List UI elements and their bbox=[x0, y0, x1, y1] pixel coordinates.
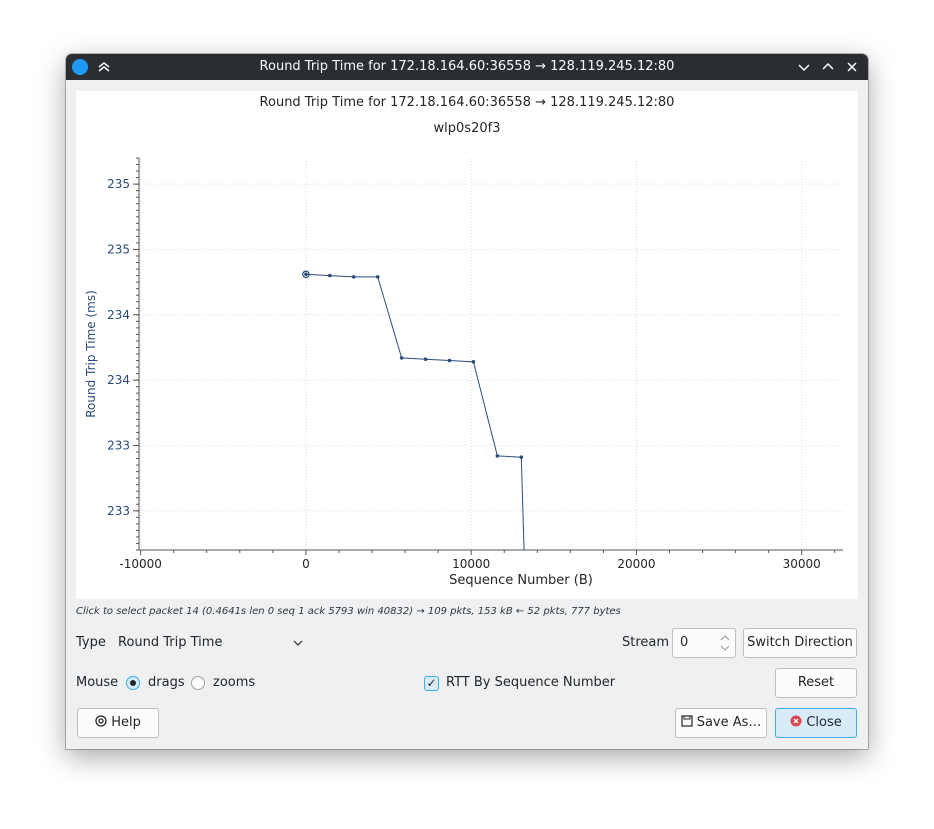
x-axis-label: Sequence Number (B) bbox=[449, 573, 593, 588]
save-as-button[interactable]: Save As… bbox=[675, 708, 767, 738]
close-label: Close bbox=[806, 715, 842, 730]
help-button[interactable]: Help bbox=[77, 708, 159, 738]
stream-spinbox[interactable]: 0 bbox=[672, 628, 736, 658]
status-hint: Click to select packet 14 (0.4641s len 0… bbox=[76, 606, 621, 617]
plot-subtitle: wlp0s20f3 bbox=[433, 121, 501, 136]
help-icon bbox=[95, 715, 111, 730]
type-label: Type bbox=[76, 635, 106, 650]
close-button[interactable]: Close bbox=[775, 708, 857, 738]
close-window-icon[interactable] bbox=[842, 57, 862, 77]
type-select[interactable]: Round Trip Time bbox=[112, 628, 303, 658]
title-bar[interactable]: Round Trip Time for 172.18.164.60:36558 … bbox=[66, 54, 868, 80]
plot-title: Round Trip Time for 172.18.164.60:36558 … bbox=[259, 95, 675, 110]
y-axis-label: Round Trip Time (ms) bbox=[84, 290, 98, 418]
rtt-data-point[interactable] bbox=[328, 273, 332, 278]
close-circle-icon bbox=[790, 715, 806, 730]
y-tick-label: 233 bbox=[107, 438, 130, 452]
rtt-data-point[interactable] bbox=[519, 455, 524, 460]
y-tick-label: 234 bbox=[107, 373, 130, 387]
help-label: Help bbox=[111, 715, 141, 730]
switch-direction-button[interactable]: Switch Direction bbox=[743, 628, 857, 658]
x-tick-label: 0 bbox=[302, 557, 310, 571]
rtt-data-point[interactable] bbox=[471, 360, 476, 364]
maximize-icon[interactable] bbox=[818, 57, 838, 77]
rtt-data-point[interactable] bbox=[399, 356, 404, 360]
zooms-radio[interactable] bbox=[191, 676, 205, 690]
rtt-by-seq-checkbox[interactable]: ✓ bbox=[424, 676, 439, 691]
x-tick-label: 20000 bbox=[617, 557, 655, 571]
minimize-icon[interactable] bbox=[794, 57, 814, 77]
rtt-data-point[interactable] bbox=[447, 358, 452, 363]
rtt-chart[interactable]: -10000 0 10000 20000 30000 233 233 234 234 235 235… bbox=[76, 91, 858, 599]
y-tick-label: 235 bbox=[107, 242, 130, 256]
stream-value: 0 bbox=[680, 635, 689, 650]
chevron-down-icon bbox=[292, 628, 304, 670]
save-as-label: Save As… bbox=[696, 715, 762, 730]
y-tick-label: 234 bbox=[107, 308, 130, 322]
rtt-data-point[interactable] bbox=[351, 275, 356, 279]
mouse-label: Mouse bbox=[76, 675, 119, 690]
drags-label[interactable]: drags bbox=[148, 675, 185, 690]
y-tick-label: 235 bbox=[107, 177, 130, 191]
type-select-value: Round Trip Time bbox=[118, 635, 223, 650]
x-tick-label: 10000 bbox=[452, 557, 490, 571]
reset-button[interactable]: Reset bbox=[775, 668, 857, 698]
rtt-graph-window: Round Trip Time for 172.18.164.60:36558 … bbox=[66, 54, 868, 749]
spin-arrows-icon[interactable] bbox=[719, 631, 731, 666]
rtt-data-point[interactable] bbox=[304, 272, 308, 277]
selected-point-marker[interactable] bbox=[302, 270, 310, 279]
zooms-label[interactable]: zooms bbox=[213, 675, 256, 690]
rtt-data-point[interactable] bbox=[375, 275, 380, 279]
y-tick-label: 233 bbox=[107, 504, 130, 518]
x-tick-label: 30000 bbox=[783, 557, 821, 571]
keep-above-icon[interactable] bbox=[94, 57, 114, 77]
save-icon bbox=[680, 715, 697, 730]
stream-label: Stream bbox=[622, 635, 670, 650]
window-title: Round Trip Time for 172.18.164.60:36558 … bbox=[259, 59, 675, 74]
drags-radio[interactable] bbox=[126, 676, 140, 690]
rtt-by-seq-label[interactable]: RTT By Sequence Number bbox=[446, 675, 616, 690]
wireshark-app-icon[interactable] bbox=[72, 59, 88, 75]
x-tick-label: -10000 bbox=[119, 557, 162, 571]
rtt-data-point[interactable] bbox=[423, 357, 428, 362]
rtt-data-point[interactable] bbox=[495, 454, 500, 458]
rtt-series-line bbox=[305, 273, 525, 551]
plot-area[interactable]: Round Trip Time for 172.18.164.60:36558 … bbox=[76, 91, 858, 599]
